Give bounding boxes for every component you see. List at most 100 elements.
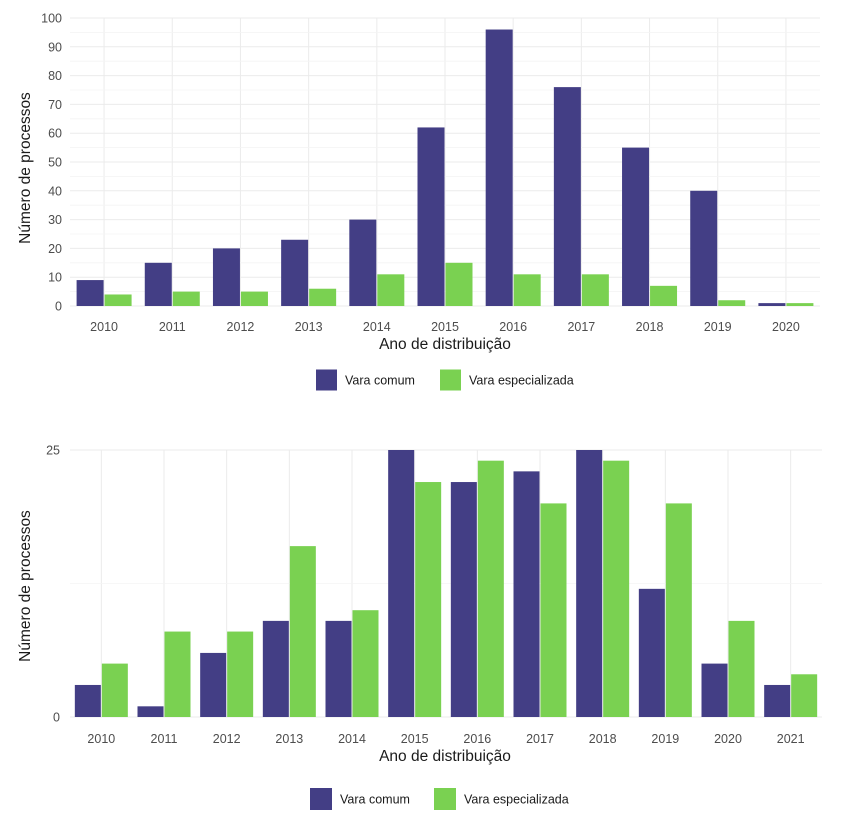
bar-vara-comum bbox=[417, 127, 445, 306]
bar-vara-especializada bbox=[352, 610, 379, 717]
x-tick-label: 2014 bbox=[363, 320, 391, 334]
x-axis-ticks: 2010 2011 2012 2013 2014 2015 2016 2017 2018 2019… bbox=[87, 732, 804, 746]
bar-vara-especializada bbox=[791, 674, 818, 717]
x-tick-label: 2021 bbox=[777, 732, 805, 746]
bar-vara-especializada bbox=[227, 631, 254, 717]
bar-vara-comum bbox=[349, 219, 377, 306]
x-tick-label: 2016 bbox=[463, 732, 491, 746]
bar-vara-comum bbox=[388, 450, 415, 717]
x-tick-label: 2018 bbox=[636, 320, 664, 334]
bar-vara-especializada bbox=[581, 274, 609, 306]
bar-vara-especializada bbox=[289, 546, 316, 717]
legend: Vara comum Vara especializada bbox=[310, 788, 569, 810]
x-tick-label: 2014 bbox=[338, 732, 366, 746]
x-tick-label: 2010 bbox=[90, 320, 118, 334]
bar-vara-especializada bbox=[101, 663, 128, 717]
bar-vara-comum bbox=[764, 684, 791, 717]
x-tick-label: 2017 bbox=[526, 732, 554, 746]
bar-vara-comum bbox=[450, 482, 477, 717]
bar-vara-especializada bbox=[309, 288, 337, 306]
bar-vara-especializada bbox=[377, 274, 405, 306]
x-tick-label: 2013 bbox=[275, 732, 303, 746]
bar-vara-comum bbox=[137, 706, 164, 717]
bar-vara-comum bbox=[144, 262, 172, 306]
y-tick-label: 40 bbox=[48, 184, 62, 198]
bar-vara-especializada bbox=[513, 274, 541, 306]
bar-vara-especializada bbox=[665, 503, 692, 717]
y-tick-label: 100 bbox=[41, 12, 62, 26]
legend-label-vara-comum: Vara comum bbox=[340, 793, 410, 807]
y-tick-label: 90 bbox=[48, 40, 62, 54]
bar-vara-especializada bbox=[728, 620, 755, 717]
chart-2: 0 25 2010 2011 2012 2013 2014 2015 2016 2017 2018 2… bbox=[0, 430, 842, 829]
bar-vara-especializada bbox=[240, 291, 268, 306]
x-tick-label: 2019 bbox=[651, 732, 679, 746]
bar-vara-especializada bbox=[718, 300, 746, 306]
legend-swatch-vara-especializada bbox=[434, 788, 456, 810]
bar-vara-especializada bbox=[415, 482, 442, 717]
legend-label-vara-especializada: Vara especializada bbox=[469, 374, 574, 388]
x-tick-label: 2020 bbox=[772, 320, 800, 334]
bar-vara-comum bbox=[262, 620, 289, 717]
bar-vara-comum bbox=[76, 280, 104, 306]
x-tick-label: 2010 bbox=[87, 732, 115, 746]
bar-vara-comum bbox=[701, 663, 728, 717]
x-tick-label: 2018 bbox=[589, 732, 617, 746]
bar-vara-comum bbox=[212, 248, 240, 306]
legend-swatch-vara-comum bbox=[310, 788, 332, 810]
bar-vara-comum bbox=[758, 303, 786, 306]
bar-vara-especializada bbox=[477, 460, 504, 717]
x-tick-label: 2020 bbox=[714, 732, 742, 746]
x-tick-label: 2017 bbox=[567, 320, 595, 334]
bar-vara-comum bbox=[638, 588, 665, 717]
x-axis-ticks: 2010 2011 2012 2013 2014 2015 2016 2017 2018 2019… bbox=[90, 320, 800, 334]
bar-vara-comum bbox=[690, 190, 718, 306]
bar-vara-especializada bbox=[786, 303, 814, 306]
y-axis-title: Número de processos bbox=[17, 92, 34, 244]
bar-vara-comum bbox=[200, 652, 227, 717]
grid-lines bbox=[70, 449, 822, 718]
legend-swatch-vara-comum bbox=[316, 369, 337, 391]
x-tick-label: 2011 bbox=[151, 732, 178, 746]
x-tick-label: 2012 bbox=[213, 732, 241, 746]
bar-vara-especializada bbox=[603, 460, 630, 717]
bar-vara-especializada bbox=[164, 631, 191, 717]
bar-vara-comum bbox=[513, 471, 540, 717]
chart-1: 0 10 20 30 40 50 60 70 80 90 100 2010 2011 2012 2013 20… bbox=[17, 12, 820, 391]
y-tick-label: 10 bbox=[48, 271, 62, 285]
y-tick-label: 0 bbox=[53, 711, 60, 725]
y-axis-ticks: 0 25 bbox=[46, 444, 60, 725]
legend-label-vara-especializada: Vara especializada bbox=[464, 793, 569, 807]
bar-vara-especializada bbox=[540, 503, 567, 717]
y-tick-label: 50 bbox=[48, 156, 62, 170]
y-tick-label: 0 bbox=[55, 300, 62, 314]
y-tick-label: 25 bbox=[46, 444, 60, 458]
x-tick-label: 2013 bbox=[295, 320, 323, 334]
y-tick-label: 20 bbox=[48, 242, 62, 256]
y-tick-label: 80 bbox=[48, 69, 62, 83]
y-axis-title: Número de processos bbox=[17, 510, 34, 662]
y-tick-label: 30 bbox=[48, 213, 62, 227]
legend-swatch-vara-especializada bbox=[440, 369, 461, 391]
bar-vara-comum bbox=[485, 29, 513, 307]
bar-vara-comum bbox=[553, 87, 581, 307]
bar-vara-comum bbox=[576, 450, 603, 717]
bar-vara-comum bbox=[74, 684, 101, 717]
bar-vara-especializada bbox=[104, 294, 132, 306]
y-tick-label: 70 bbox=[48, 98, 62, 112]
bars bbox=[74, 450, 818, 717]
x-tick-label: 2016 bbox=[499, 320, 527, 334]
y-axis-ticks: 0 10 20 30 40 50 60 70 80 90 100 bbox=[41, 12, 62, 314]
bar-vara-especializada bbox=[650, 285, 678, 306]
legend-label-vara-comum: Vara comum bbox=[345, 374, 415, 388]
bar-vara-comum bbox=[622, 147, 650, 306]
x-tick-label: 2015 bbox=[431, 320, 459, 334]
bar-vara-especializada bbox=[445, 262, 473, 306]
x-axis-title: Ano de distribuição bbox=[379, 336, 511, 353]
bar-vara-especializada bbox=[172, 291, 200, 306]
x-tick-label: 2011 bbox=[159, 320, 186, 334]
bar-vara-comum bbox=[281, 239, 309, 306]
x-tick-label: 2012 bbox=[227, 320, 255, 334]
